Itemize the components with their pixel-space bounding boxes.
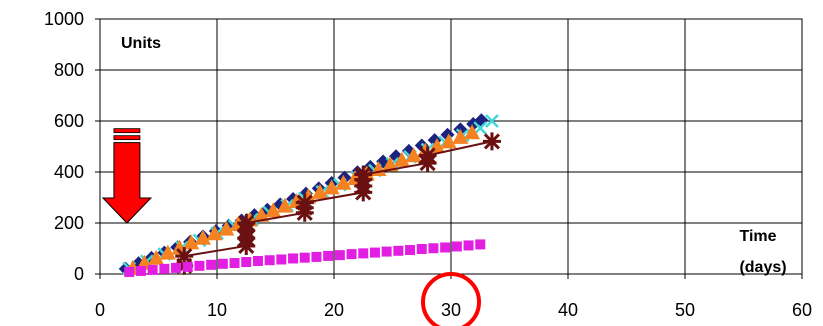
data-point — [393, 245, 404, 256]
x-axis-label-line2: (days) — [739, 259, 786, 276]
data-point — [485, 114, 499, 128]
y-axis-ticks: 0 200 400 600 800 1000 — [44, 9, 100, 284]
x-tick-label: 60 — [792, 300, 812, 320]
data-point — [418, 146, 437, 165]
data-point — [311, 251, 322, 262]
data-point — [451, 241, 462, 252]
data-point — [440, 242, 451, 253]
data-point — [346, 249, 357, 260]
series-3 — [175, 132, 501, 275]
data-point — [295, 193, 314, 212]
series-layer — [118, 113, 501, 277]
data-point — [253, 206, 270, 222]
y-tick-label: 600 — [54, 111, 84, 131]
data-point — [217, 258, 228, 269]
y-tick-label: 400 — [54, 162, 84, 182]
data-point — [334, 250, 345, 261]
data-point — [276, 254, 287, 265]
series-4 — [124, 239, 486, 277]
x-tick-label: 20 — [324, 300, 344, 320]
data-point — [299, 252, 310, 263]
data-point — [475, 239, 486, 250]
annotation-layer — [101, 128, 481, 326]
data-point — [452, 128, 469, 144]
data-point — [229, 258, 240, 269]
y-tick-label: 200 — [54, 213, 84, 233]
data-point — [159, 263, 170, 274]
arrow-stripe — [113, 135, 141, 141]
arrow-body — [101, 142, 153, 224]
data-point — [416, 244, 427, 255]
data-point — [311, 183, 328, 199]
data-point — [405, 245, 416, 256]
data-point — [194, 260, 205, 271]
data-point — [148, 249, 165, 265]
data-point — [440, 133, 457, 149]
y-tick-label: 0 — [74, 264, 84, 284]
data-point — [237, 214, 256, 232]
data-point — [171, 262, 182, 273]
data-point — [393, 151, 410, 167]
arrow-annotation — [101, 128, 153, 224]
data-point — [428, 243, 439, 254]
data-point — [323, 250, 334, 261]
data-point — [124, 266, 135, 277]
x-tick-label: 40 — [558, 300, 578, 320]
data-point — [159, 244, 176, 260]
x-tick-label: 50 — [675, 300, 695, 320]
data-point — [264, 255, 275, 266]
data-point — [354, 165, 373, 184]
data-point — [276, 197, 293, 213]
data-point — [482, 132, 501, 151]
data-point — [241, 257, 252, 268]
data-point — [405, 147, 422, 163]
x-tick-label: 0 — [95, 300, 105, 320]
x-axis-ticks: 0 10 20 30 40 50 60 — [95, 274, 812, 320]
data-point — [288, 253, 299, 264]
data-point — [463, 240, 474, 251]
data-point — [252, 255, 263, 266]
x-tick-label: 10 — [207, 300, 227, 320]
y-axis-label: Units — [121, 35, 161, 52]
data-point — [194, 229, 211, 245]
y-tick-label: 800 — [54, 60, 84, 80]
data-point — [175, 247, 194, 266]
y-tick-label: 1000 — [44, 9, 84, 29]
data-point — [358, 248, 369, 259]
data-point — [147, 264, 158, 275]
data-point — [369, 247, 380, 258]
data-point — [183, 234, 200, 250]
data-point — [135, 265, 146, 276]
data-point — [206, 259, 217, 270]
data-point — [218, 220, 235, 236]
data-point — [206, 225, 223, 241]
data-point — [464, 124, 481, 140]
data-point — [265, 202, 282, 218]
x-tick-label: 30 — [441, 300, 461, 320]
circle-annotation — [421, 272, 481, 326]
data-point — [381, 246, 392, 257]
data-point — [335, 174, 352, 190]
arrow-stripe — [113, 128, 141, 134]
x-axis-label-line1: Time — [739, 228, 776, 245]
data-point — [323, 179, 340, 195]
data-point — [382, 156, 399, 172]
data-point — [182, 261, 193, 272]
